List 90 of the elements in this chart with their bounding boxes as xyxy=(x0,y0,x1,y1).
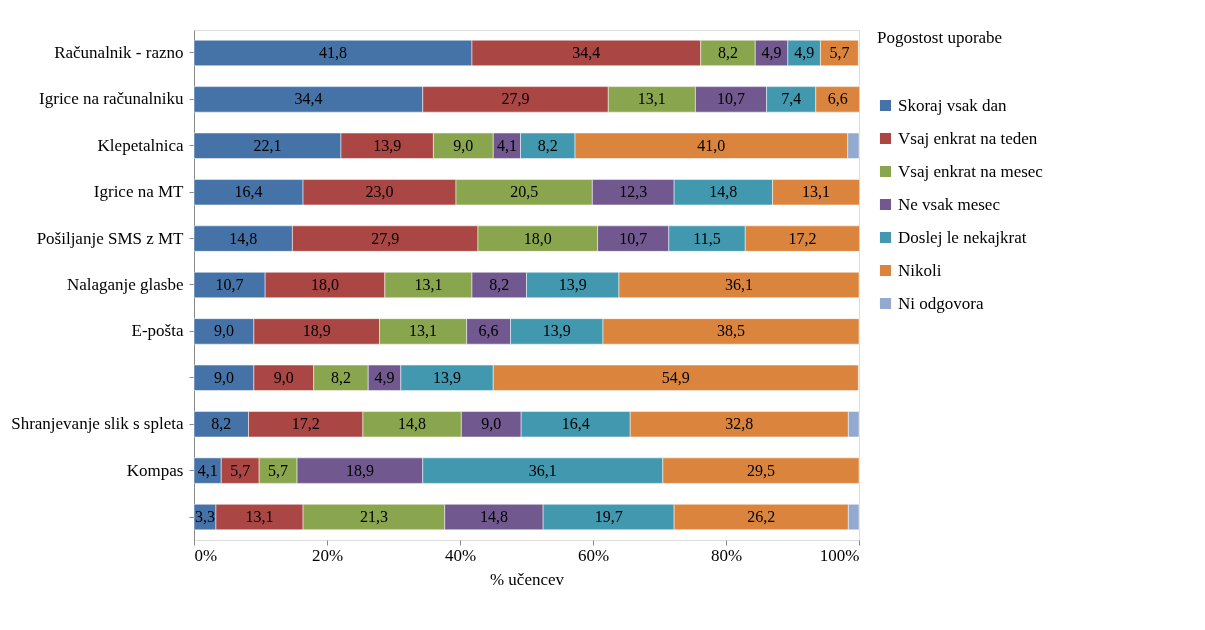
data-label: 38,5 xyxy=(716,322,745,340)
x-tick-label: 0% xyxy=(194,545,218,565)
data-label: 13,1 xyxy=(409,322,438,340)
legend-label: Ne vsak mesec xyxy=(898,194,1001,214)
data-label: 4,1 xyxy=(197,461,218,479)
data-label: 29,5 xyxy=(746,461,775,479)
data-label: 34,4 xyxy=(572,43,601,61)
data-label: 8,2 xyxy=(537,136,558,154)
data-label: 9,0 xyxy=(453,136,474,154)
legend-label: Vsaj enkrat na teden xyxy=(898,128,1038,148)
data-label: 23,0 xyxy=(365,183,394,201)
data-label: 16,4 xyxy=(234,183,263,201)
data-label: 7,4 xyxy=(781,90,802,108)
data-label: 9,0 xyxy=(273,368,294,386)
data-label: 18,0 xyxy=(523,229,552,247)
data-label: 18,9 xyxy=(345,461,374,479)
legend-label: Ni odgovora xyxy=(898,293,984,313)
y-tick-label: Shranjevanje slik s spleta xyxy=(11,414,184,434)
data-label: 4,9 xyxy=(374,368,395,386)
y-tick-label: Kompas xyxy=(126,460,184,480)
data-label: 6,6 xyxy=(827,90,848,108)
data-label: 14,8 xyxy=(398,415,427,433)
data-label: 5,7 xyxy=(230,461,251,479)
data-label: 26,2 xyxy=(747,508,776,526)
data-label: 13,9 xyxy=(558,276,587,293)
data-label: 10,7 xyxy=(619,229,648,247)
data-label: 36,1 xyxy=(528,461,557,479)
data-label: 8,2 xyxy=(330,368,351,386)
legend-title: Pogostost uporabe xyxy=(877,28,1003,47)
data-label: 17,2 xyxy=(291,415,320,433)
y-tick-label: Klepetalnica xyxy=(97,135,184,155)
data-label: 19,7 xyxy=(594,508,623,526)
data-label: 3,3 xyxy=(194,508,215,526)
data-label: 14,8 xyxy=(709,183,738,201)
data-label: 5,7 xyxy=(829,43,850,61)
data-label: 16,4 xyxy=(561,415,590,433)
data-label: 27,9 xyxy=(501,90,530,108)
y-tick-label: Igrice na računalniku xyxy=(39,89,184,109)
data-label: 9,0 xyxy=(481,415,502,433)
data-label: 13,1 xyxy=(414,276,443,293)
data-label: 18,0 xyxy=(311,276,340,293)
data-label: 13,1 xyxy=(802,183,831,201)
y-tick-label: Nalaganje glasbe xyxy=(66,275,184,294)
x-tick-label: 80% xyxy=(710,545,743,565)
y-tick-label: Pošiljanje SMS z MT xyxy=(36,228,185,248)
data-label: 41,8 xyxy=(318,43,347,61)
data-label: 8,2 xyxy=(211,415,232,433)
y-tick-label: Računalnik - razno xyxy=(54,42,184,62)
data-label: 8,2 xyxy=(489,276,510,293)
data-label: 8,2 xyxy=(717,43,738,61)
x-tick-label: 20% xyxy=(311,545,344,565)
data-label: 13,1 xyxy=(637,90,666,108)
data-label: 54,9 xyxy=(661,368,690,386)
data-label: 13,9 xyxy=(373,136,402,154)
y-tick-label: E-pošta xyxy=(131,321,184,341)
y-tick-label: Igrice na MT xyxy=(93,182,185,202)
legend-label: Doslej le nekajkrat xyxy=(898,227,1027,247)
data-label: 13,9 xyxy=(433,368,462,386)
data-label: 21,3 xyxy=(359,508,388,526)
data-label: 4,9 xyxy=(794,43,815,61)
data-label: 34,4 xyxy=(294,90,323,108)
data-label: 14,8 xyxy=(479,508,508,526)
data-label: 17,2 xyxy=(788,229,817,247)
x-tick-label: 100% xyxy=(819,545,860,565)
data-label: 32,8 xyxy=(725,415,754,433)
legend-label: Nikoli xyxy=(898,260,942,280)
data-label: 9,0 xyxy=(213,368,234,386)
data-label: 14,8 xyxy=(229,229,258,247)
data-label: 4,9 xyxy=(761,43,782,61)
x-tick-label: 40% xyxy=(444,545,477,565)
legend-label: Skoraj vsak dan xyxy=(898,95,1008,115)
data-label: 20,5 xyxy=(510,183,539,201)
data-label: 12,3 xyxy=(619,183,648,201)
x-axis-title: % učencev xyxy=(489,569,565,589)
legend-label: Vsaj enkrat na mesec xyxy=(898,161,1044,181)
data-label: 5,7 xyxy=(268,461,289,479)
data-label: 36,1 xyxy=(724,276,753,293)
data-label: 10,7 xyxy=(716,90,745,108)
data-label: 41,0 xyxy=(697,136,726,154)
data-label: 22,1 xyxy=(253,136,282,154)
data-label: 18,9 xyxy=(302,322,331,340)
data-label: 4,1 xyxy=(496,136,517,154)
data-label: 10,7 xyxy=(215,276,244,293)
data-label: 11,5 xyxy=(693,229,721,247)
data-label: 9,0 xyxy=(213,322,234,340)
data-label: 13,9 xyxy=(542,322,571,340)
data-label: 6,6 xyxy=(478,322,499,340)
data-label: 27,9 xyxy=(371,229,400,247)
x-tick-label: 60% xyxy=(577,545,610,565)
data-label: 13,1 xyxy=(245,508,274,526)
